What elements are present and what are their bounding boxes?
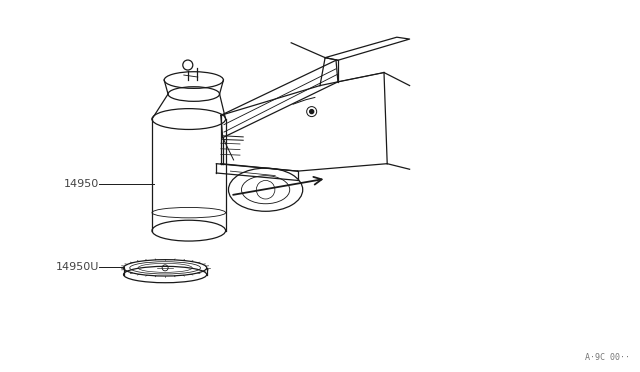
- Circle shape: [310, 110, 314, 113]
- Text: A·9C 00··: A·9C 00··: [585, 353, 630, 362]
- Text: 14950U: 14950U: [56, 262, 99, 272]
- Text: 14950: 14950: [64, 179, 99, 189]
